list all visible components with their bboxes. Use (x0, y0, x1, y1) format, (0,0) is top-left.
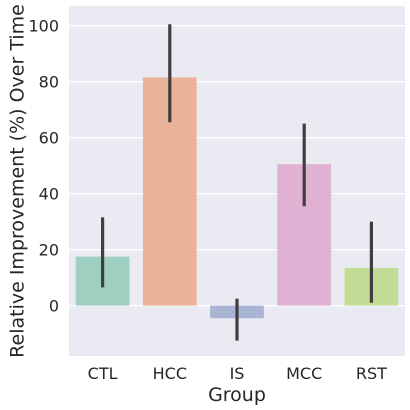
y-tick-label: 0 (49, 297, 59, 316)
x-tick-label: IS (230, 364, 245, 383)
y-tick-label: 100 (28, 17, 59, 36)
x-tick-label: RST (356, 364, 387, 383)
x-tick-label: HCC (153, 364, 187, 383)
y-tick-label: 60 (39, 129, 59, 148)
y-axis-label: Relative Improvement (%) Over Time (7, 4, 29, 358)
x-tick-label: CTL (88, 364, 118, 383)
x-axis-label: Group (208, 384, 266, 406)
y-tick-labels: 0 20 40 60 80 100 (28, 17, 59, 316)
y-tick-label: 80 (39, 73, 59, 92)
x-tick-label: MCC (286, 364, 322, 383)
y-tick-label: 40 (39, 185, 59, 204)
error-bars (100, 24, 373, 341)
y-tick-label: 20 (39, 241, 59, 260)
x-tick-labels: CTL HCC IS MCC RST (88, 364, 387, 383)
